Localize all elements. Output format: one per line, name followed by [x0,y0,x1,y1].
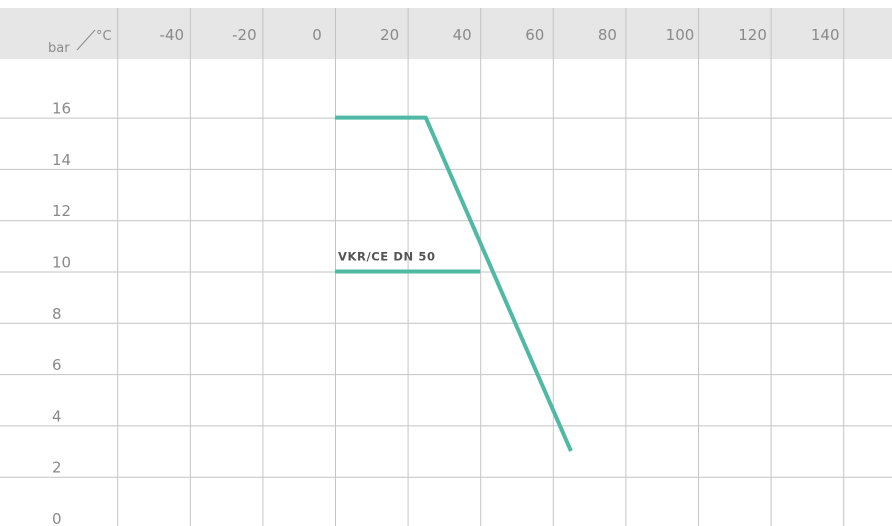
x-tick-label: 0 [312,26,322,44]
x-tick-label: 40 [453,26,472,44]
y-tick-label: 6 [52,356,62,374]
x-tick-label: 60 [525,26,544,44]
x-tick-label: 120 [738,26,767,44]
x-tick-label: 20 [380,26,399,44]
x-tick-label: 100 [666,26,695,44]
y-tick-label: 12 [52,202,71,220]
x-tick-label: 80 [598,26,617,44]
annotations: VKR/CE DN 50 [338,250,436,264]
x-tick-labels: -40 -20 0 20 40 60 80 100 120 140 [160,26,840,44]
x-tick-label: -40 [160,26,185,44]
x-tick-label: 140 [811,26,840,44]
grid [0,8,892,526]
y-tick-label: 14 [52,151,71,169]
corner-divider [76,29,96,51]
axis-corner-label: bar °C [48,29,112,56]
x-tick-label: -20 [232,26,257,44]
series-line [335,115,573,452]
series-lines [335,115,573,452]
y-unit-label: bar [48,41,70,56]
y-tick-label: 10 [52,254,71,272]
y-tick-label: 2 [52,459,62,477]
header-band [0,8,892,59]
y-tick-label: 8 [52,305,62,323]
y-tick-label: 4 [52,407,62,425]
y-tick-label: 0 [52,510,62,526]
x-unit-label: °C [96,29,112,44]
series-annotation: VKR/CE DN 50 [338,250,436,264]
y-tick-labels: 16 14 12 10 8 6 4 2 0 [52,100,71,526]
y-tick-label: 16 [52,100,71,118]
